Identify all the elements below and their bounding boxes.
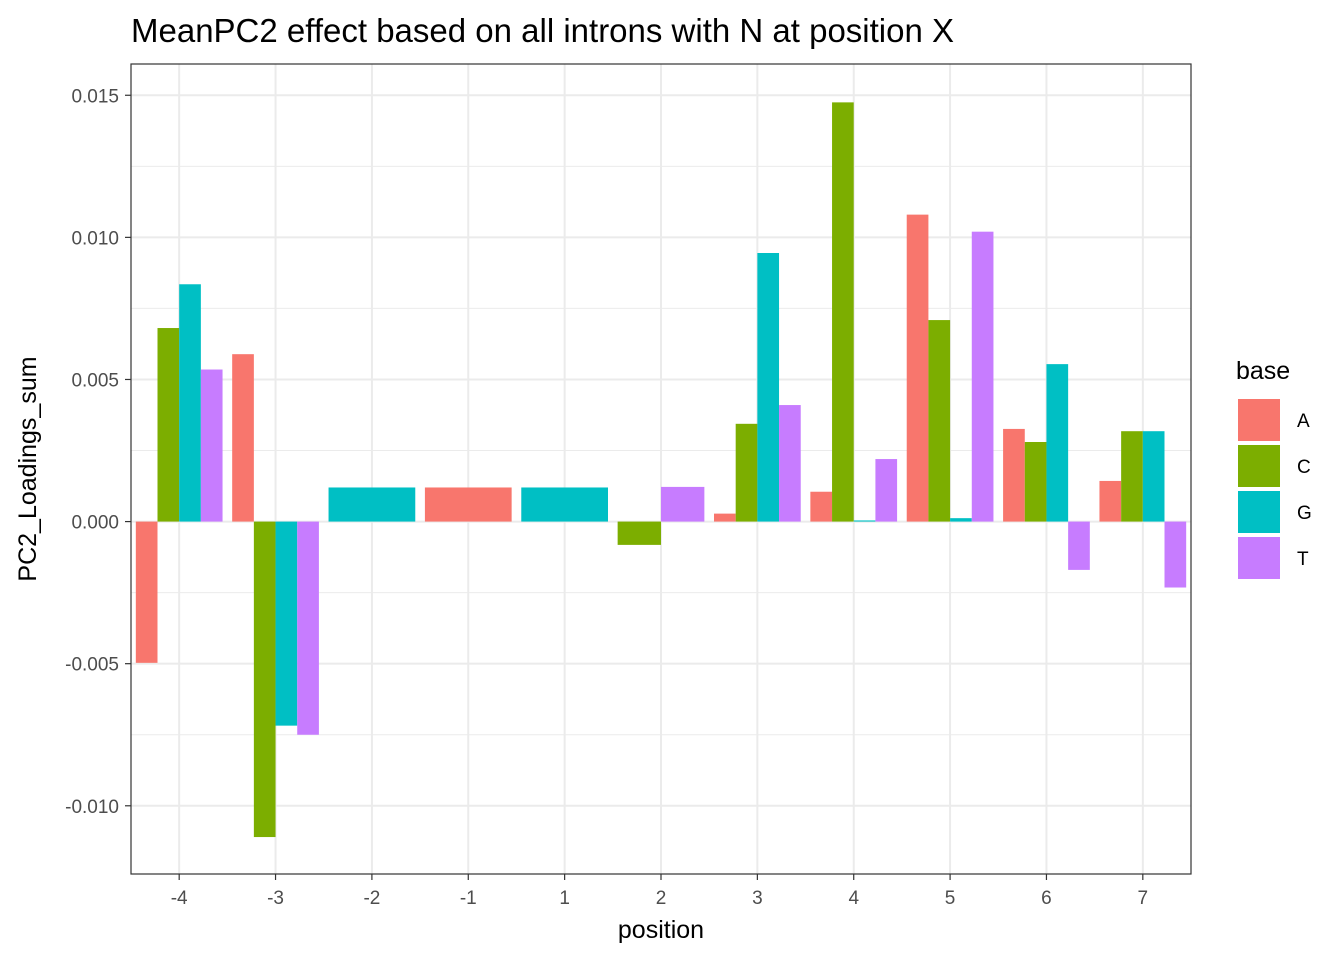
x-axis-title: position (618, 916, 704, 944)
x-tick-label: -2 (363, 888, 380, 909)
plot-panel (130, 63, 1192, 875)
legend-keys: A C G T (1238, 399, 1312, 579)
chart-title: MeanPC2 effect based on all introns with… (131, 12, 954, 49)
y-tick-label: -0.005 (65, 655, 119, 676)
x-tick-label: 5 (945, 888, 956, 909)
bar--3-T (297, 521, 319, 735)
x-tick-label: 2 (656, 888, 667, 909)
y-tick-label: 0.015 (71, 86, 119, 107)
legend-key-T (1238, 537, 1280, 579)
bar-6-C (1024, 442, 1047, 522)
bar-3-T (779, 405, 801, 522)
bar--4-A (135, 521, 158, 663)
x-tick-label: 1 (559, 888, 570, 909)
bar--3-C (253, 521, 276, 838)
bar--4-T (200, 369, 223, 522)
bar-5-G (950, 518, 972, 522)
bar--3-G (275, 521, 298, 726)
bar--1-A (424, 487, 512, 522)
y-axis-title: PC2_Loadings_sum (14, 356, 42, 581)
legend-label-C: C (1297, 457, 1311, 478)
bar-5-T (971, 231, 994, 522)
legend-key-G (1238, 491, 1280, 533)
legend-label-G: G (1297, 503, 1312, 524)
y-tick-label: 0.000 (71, 513, 119, 534)
legend: base A C G T (1236, 357, 1312, 579)
legend-label-A: A (1297, 411, 1310, 432)
bar-6-A (1003, 428, 1025, 522)
bar-7-G (1142, 431, 1165, 522)
bar-3-A (714, 513, 736, 522)
legend-title: base (1236, 357, 1290, 385)
y-tick-label: 0.005 (71, 370, 119, 391)
x-tick-label: 7 (1138, 888, 1149, 909)
x-tick-label: 3 (752, 888, 763, 909)
x-tick-label: -4 (171, 888, 188, 909)
bar-7-T (1164, 521, 1187, 588)
x-axis: -4 -3 -2 -1 1 2 3 4 5 6 7 (171, 874, 1148, 909)
bar-7-A (1099, 480, 1122, 522)
x-tick-label: 6 (1041, 888, 1052, 909)
bar-2-C (617, 521, 661, 545)
bar-2-T (661, 486, 705, 522)
bar--4-C (157, 328, 180, 522)
bar--3-A (232, 354, 254, 522)
bar-4-A (810, 491, 833, 522)
y-tick-label: -0.010 (65, 797, 119, 818)
bar-6-G (1046, 364, 1069, 522)
y-tick-label: 0.010 (71, 228, 119, 249)
bar-4-G (853, 520, 876, 522)
bar-7-C (1121, 431, 1143, 522)
bar-6-T (1068, 521, 1090, 570)
bar-3-C (735, 423, 758, 522)
bar-5-A (906, 214, 929, 522)
x-tick-label: 4 (848, 888, 859, 909)
x-tick-label: -3 (267, 888, 284, 909)
bar-4-T (875, 459, 898, 522)
x-tick-label: -1 (460, 888, 477, 909)
bar-1-G (521, 487, 608, 522)
bar-4-C (832, 102, 854, 522)
bar-5-C (928, 320, 951, 522)
y-axis: -0.010 -0.005 0.000 0.005 0.010 0.015 (65, 86, 131, 818)
bar-3-G (757, 253, 780, 522)
bars (135, 102, 1187, 838)
legend-key-A (1238, 399, 1280, 441)
legend-label-T: T (1297, 549, 1309, 570)
legend-key-C (1238, 445, 1280, 487)
bar--4-G (179, 284, 201, 522)
bar--2-G (328, 487, 416, 522)
